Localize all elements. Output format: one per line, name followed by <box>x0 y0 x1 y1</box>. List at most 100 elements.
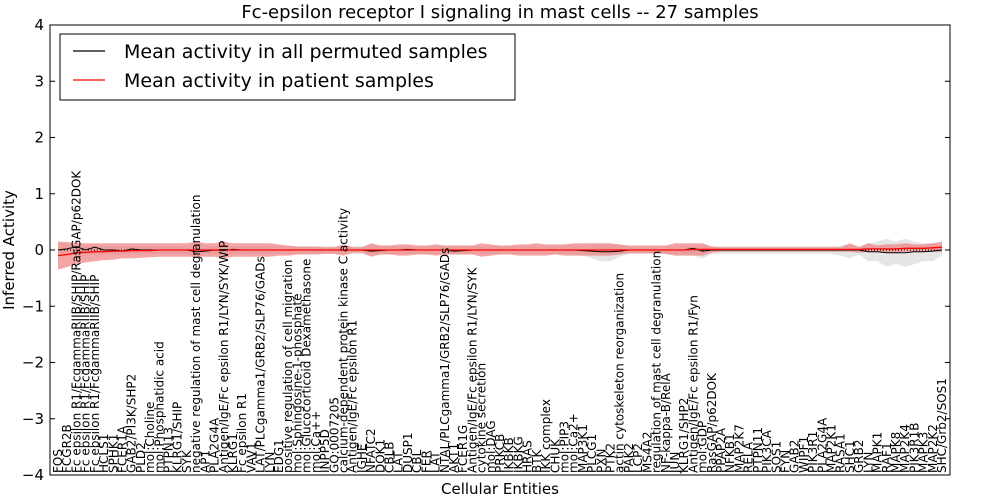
patient-mean-line <box>57 246 943 257</box>
x-tick-label: LCP2 <box>631 443 645 473</box>
x-tick-label: mol:Phosphatidic acid <box>152 341 166 473</box>
patient-band <box>58 241 942 270</box>
x-tick-label: PTK2 <box>604 443 618 473</box>
x-tick-label: FCER1A <box>116 425 130 473</box>
x-tick-label: MAPK3 <box>917 432 931 473</box>
x-tick-label: mol:Ca2+ <box>567 413 581 473</box>
y-tick-label: −4 <box>22 466 44 484</box>
x-tick-label: Fc epsilon R1/FcgammaRIIB/SHIP <box>88 275 102 473</box>
x-tick-label: mol:GDP <box>696 421 710 473</box>
x-tick-label: positive regulation of cell migration <box>281 260 295 473</box>
x-tick-label: LYN <box>861 452 875 473</box>
x-tick-label: DUSP1 <box>401 432 415 473</box>
x-tick-label: PRKCB <box>493 434 507 473</box>
x-tick-label: CBL <box>410 449 424 473</box>
y-tick-label: 3 <box>34 72 44 90</box>
x-tick-label: actin cytoskeleton reorganization <box>613 273 627 473</box>
y-tick-label: 2 <box>34 129 44 147</box>
legend: Mean activity in all permuted samples Me… <box>59 33 516 101</box>
y-axis-label: Inferred Activity <box>0 190 18 310</box>
x-tick-label: VAV1 <box>244 442 258 473</box>
x-tick-label: calcium-dependent protein kinase C activ… <box>337 208 351 473</box>
x-tick-label: cytokine secretion <box>475 363 489 473</box>
x-tick-label: Antigen/IgE/Fc epsilon R1/Fyn <box>686 295 700 473</box>
x-tick-label: AP1 <box>198 450 212 473</box>
legend-box <box>59 33 516 101</box>
x-tick-label: NF-kappa-B/RelA <box>659 372 673 473</box>
x-tick-label: BTK <box>530 448 544 473</box>
x-tick-label: PIK3R1B <box>907 423 921 473</box>
x-tick-label: JUN <box>668 452 682 474</box>
legend-label-patient: Mean activity in patient samples <box>124 70 434 92</box>
x-tick-label: MAPK8 <box>889 432 903 473</box>
x-tick-label: PAK2 <box>622 443 636 473</box>
plot-frame <box>49 24 951 476</box>
x-tick-label: INPP5D <box>318 429 332 473</box>
x-tick-label: FCER1G <box>456 425 470 473</box>
x-tick-label: LAT <box>429 451 443 473</box>
x-tick-label: mol:Ca++ <box>309 411 323 473</box>
x-tick-label: mol:Choline <box>143 402 157 473</box>
x-tick-label: MAP3K1 <box>576 424 590 473</box>
x-tick-label: LAT/PLCgamma1/GRB2/SLP76/GADs <box>254 256 268 473</box>
x-tick-label: SHC/Grb2/SOS1 <box>935 378 949 473</box>
x-tick-label: WIPF1 <box>797 436 811 473</box>
x-tick-label: PIK3CA <box>760 429 774 473</box>
x-tick-label: GRB2 <box>852 439 866 473</box>
x-tick-label: Fc epsilon R1/FcgammaRIIB/SHIP <box>79 275 93 473</box>
x-tick-label: PLD2 <box>134 442 148 473</box>
y-tick-label: 1 <box>34 185 44 203</box>
x-tick-label: PLA2G4A <box>815 417 829 473</box>
x-tick-label: KLRG1/SHP2 <box>677 398 691 473</box>
x-tick-label: PTPN13 <box>162 427 176 473</box>
x-tick-label: MAPK1 <box>871 432 885 473</box>
x-tick-label: PTPN11 <box>751 427 765 473</box>
x-tick-label: FCGR2B <box>60 424 74 473</box>
x-tick-label: regulation of mast cell degranulation <box>650 251 664 473</box>
x-tick-label: PPAP2A <box>714 427 728 473</box>
x-tick-label: PXN <box>594 449 608 473</box>
x-tick-label: IKBKB <box>502 437 516 473</box>
x-tick-label: FER <box>419 450 433 473</box>
x-tick-label: mol:Glucocorticoid Dexamethasone <box>300 259 314 473</box>
x-tick-label: Fc epsilon R1/FcgammaRIIB/SHIP/RasGAP/p6… <box>69 170 83 473</box>
x-tick-label: IKK complex <box>539 399 553 473</box>
x-tick-label: GAB2/PI3K/SHP2 <box>125 374 139 473</box>
x-tick-label: DOK1 <box>373 439 387 473</box>
x-tick-label: HCLS1 <box>97 434 111 473</box>
x-tick-label: PLCG1 <box>585 434 599 473</box>
x-tick-label: AKT1 <box>447 443 461 473</box>
confidence-bands <box>58 238 942 270</box>
x-tick-label: HRAS <box>521 440 535 473</box>
legend-label-permuted: Mean activity in all permuted samples <box>124 41 487 63</box>
x-tick-label: IGHE <box>355 444 369 473</box>
x-tick-label: SPHK1 <box>106 434 120 473</box>
y-tick-label: −1 <box>22 297 44 315</box>
x-tick-label: mol:Sphingosine-1-phosphate <box>290 294 304 474</box>
x-tick-label: FOS <box>51 449 65 473</box>
y-tick-label: −2 <box>22 354 44 372</box>
x-tick-label: LYN <box>263 452 277 473</box>
x-tick-label: IKBKG <box>511 436 525 473</box>
x-tick-label: GO:0007205 <box>327 397 341 473</box>
y-tick-label: 0 <box>34 241 44 259</box>
x-tick-label: NFATC2 <box>364 428 378 473</box>
x-tick-label: CBLB <box>383 441 397 473</box>
x-tick-label: GAB2 <box>788 440 802 473</box>
chart-title: Fc-epsilon receptor I signaling in mast … <box>241 2 758 23</box>
x-tick-label: MAP2K1 <box>825 424 839 473</box>
x-tick-label: RAF1 <box>880 442 894 473</box>
x-tick-label: negative regulation of mast cell degranu… <box>189 194 203 473</box>
x-tick-label: mol:PIP3 <box>558 421 572 473</box>
y-tick-label: −3 <box>22 410 44 428</box>
x-tick-label: NFKB1 <box>723 433 737 473</box>
x-tick-label: RELA <box>742 441 756 473</box>
x-tick-label: LAT <box>392 451 406 473</box>
x-tick-label: MS4A2 <box>640 432 654 473</box>
x-tick-label: MAP2K2 <box>926 424 940 473</box>
x-tick-label: mol:DAG <box>484 420 498 473</box>
x-tick-label: NTAL/PLCgamma1/GRB2/SLP76/GADs <box>438 248 452 473</box>
x-tick-label: SOS1 <box>769 441 783 473</box>
